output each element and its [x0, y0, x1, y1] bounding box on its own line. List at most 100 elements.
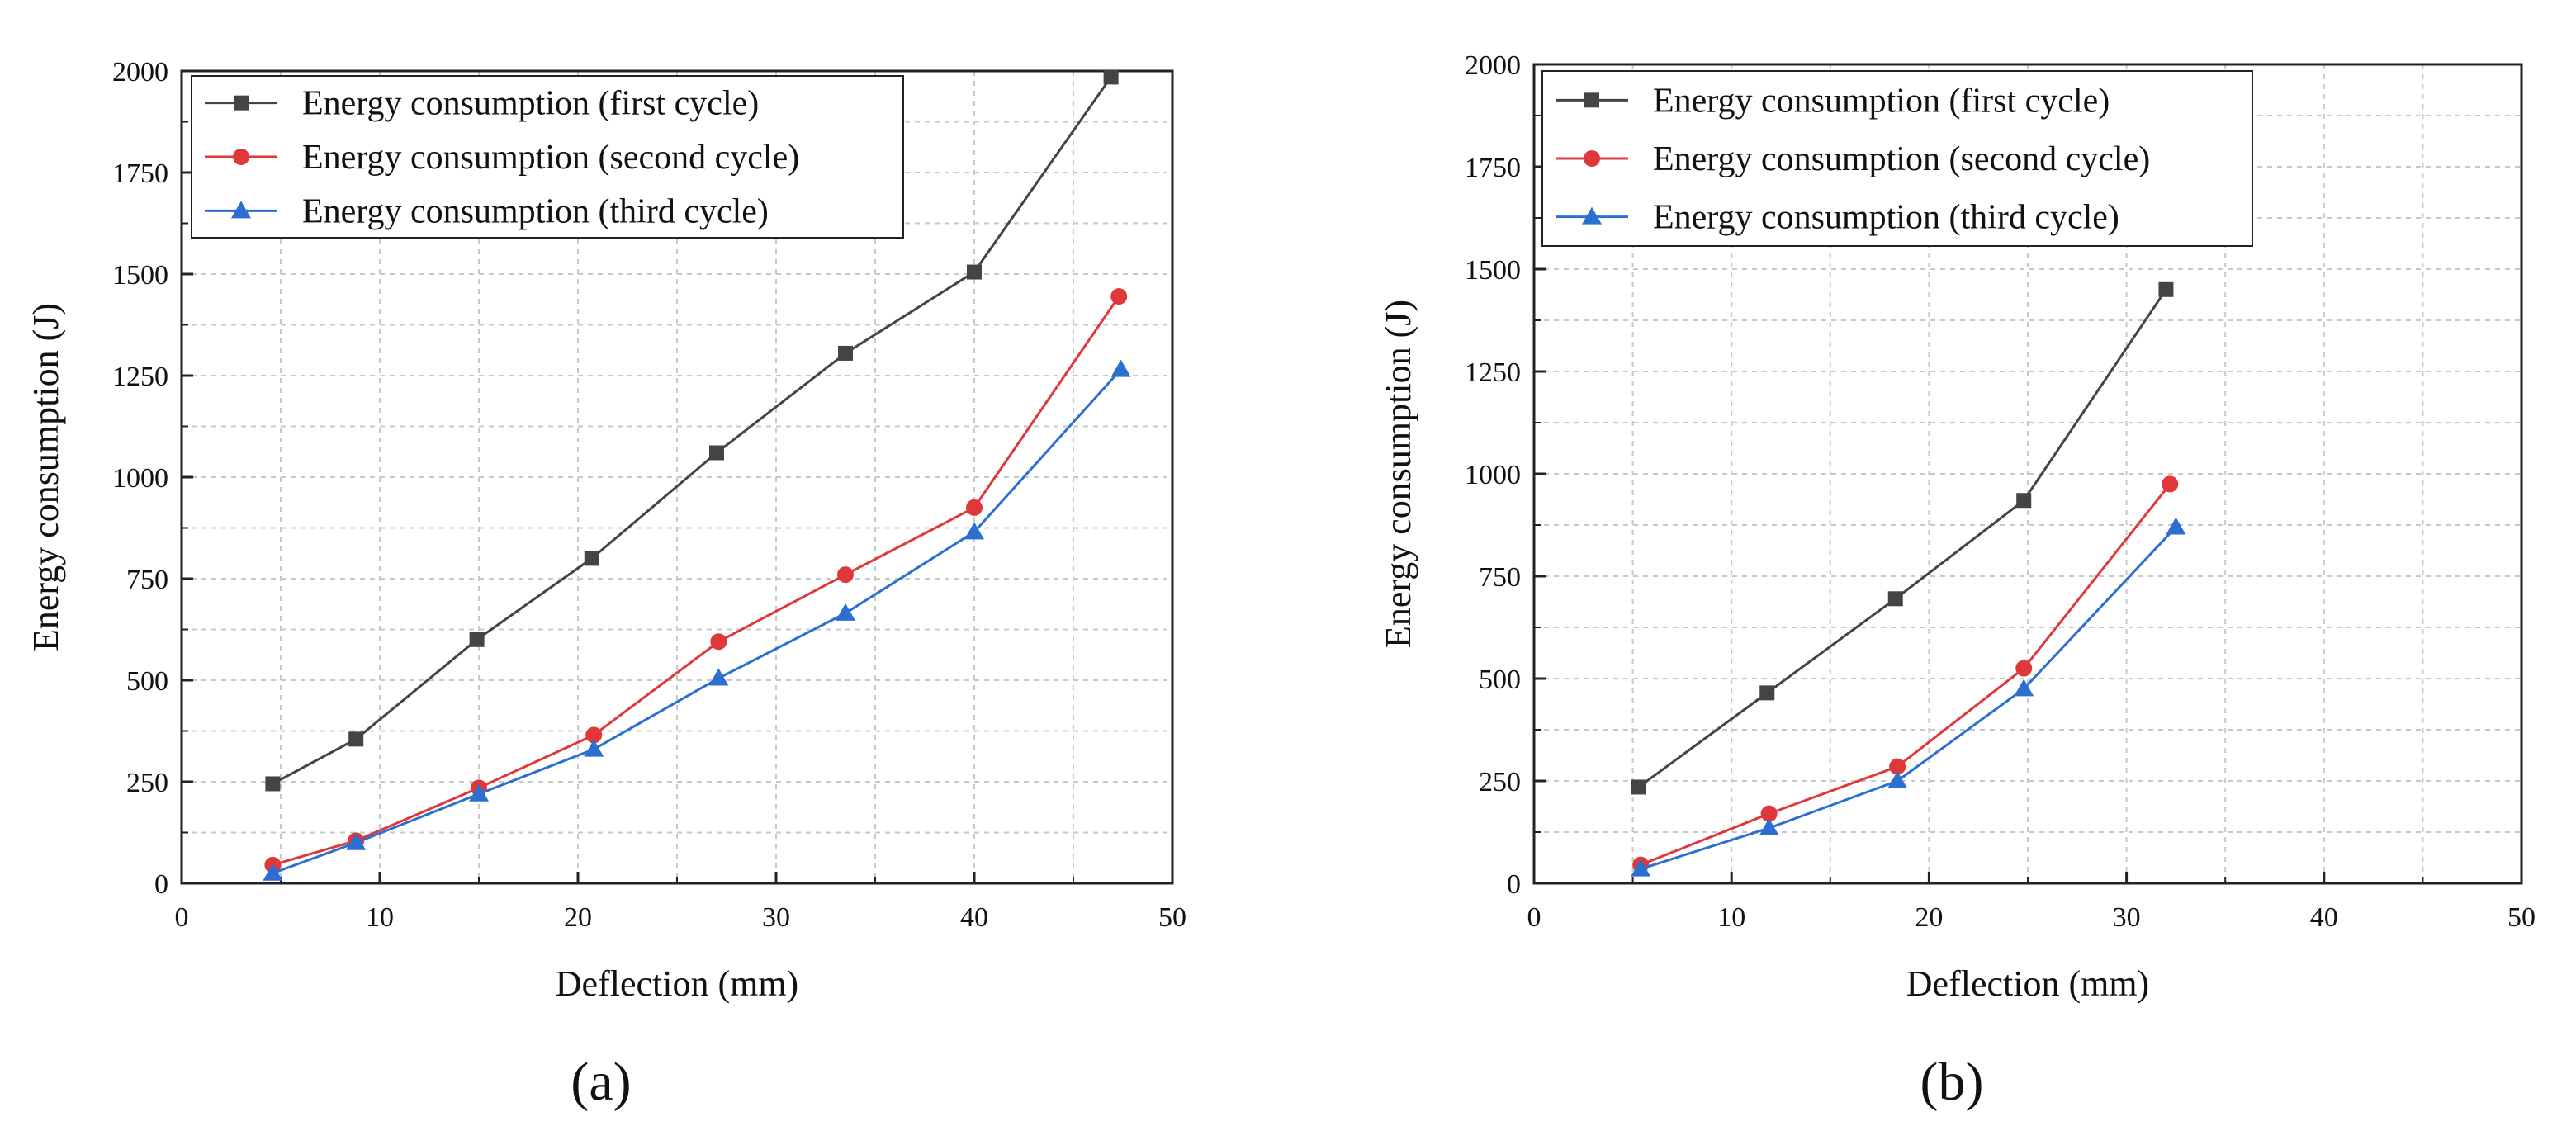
x-axis-title: Deflection (mm) — [1906, 963, 2149, 1004]
y-tick-label: 1500 — [112, 260, 168, 291]
data-point — [1887, 771, 1908, 788]
legend-box — [191, 75, 904, 239]
x-tick-label: 20 — [1915, 902, 1943, 933]
data-point — [1759, 685, 1775, 701]
x-tick-label: 50 — [1158, 902, 1186, 933]
y-tick-label: 1250 — [112, 362, 168, 392]
x-tick-label: 40 — [960, 902, 988, 933]
x-tick-label: 0 — [1527, 902, 1541, 933]
y-tick-label: 0 — [1507, 869, 1521, 900]
data-point — [966, 499, 983, 516]
data-point — [265, 776, 281, 792]
data-point — [837, 566, 854, 584]
y-axis-title: Energy consumption (J) — [26, 303, 66, 651]
legend-box — [1541, 70, 2253, 247]
x-axis-title: Deflection (mm) — [556, 963, 798, 1004]
data-point — [584, 739, 604, 757]
data-point — [2158, 282, 2174, 297]
x-tick-label: 10 — [366, 902, 394, 933]
series-first-cycle — [265, 69, 1119, 792]
legend-marker — [1584, 92, 1599, 108]
legend-label: Energy consumption (second cycle) — [1653, 140, 2150, 178]
series-third-cycle — [1631, 517, 2186, 877]
y-tick-label: 250 — [126, 768, 168, 798]
x-tick-label: 40 — [2310, 902, 2338, 933]
grid — [182, 71, 1172, 883]
data-point — [2016, 493, 2032, 509]
data-point — [964, 522, 984, 540]
y-tick-label: 750 — [1479, 562, 1521, 593]
y-tick-label: 1000 — [112, 463, 168, 494]
y-tick-label: 500 — [1479, 665, 1521, 695]
y-axis-title: Energy consumption (J) — [1378, 300, 1418, 648]
data-point — [585, 726, 603, 744]
series-line — [272, 76, 1112, 785]
data-point — [469, 783, 489, 802]
legend-marker — [233, 149, 249, 165]
data-point — [2015, 660, 2033, 677]
data-point — [710, 633, 727, 651]
legend-label: Energy consumption (first cycle) — [1653, 82, 2110, 120]
y-tick-label: 0 — [154, 869, 168, 900]
data-point — [1759, 818, 1779, 836]
x-tick-label: 20 — [564, 902, 592, 933]
data-point — [967, 264, 982, 280]
data-point — [348, 731, 364, 747]
legend: Energy consumption (first cycle) Energy c… — [191, 75, 904, 239]
legend-label: Energy consumption (third cycle) — [302, 192, 769, 230]
series-line — [272, 368, 1122, 875]
legend-label: Energy consumption (first cycle) — [302, 85, 759, 123]
y-tick-label: 1500 — [1465, 255, 1521, 286]
y-tick-label: 1750 — [1465, 153, 1521, 183]
legend-marker — [1582, 206, 1602, 225]
series-line — [272, 296, 1120, 867]
x-tick-label: 50 — [2507, 902, 2536, 933]
chart-panel-a: 0 10 20 30 40 5002505007501000125015001750200… — [26, 57, 1186, 1004]
panel-label: (b) — [1920, 1052, 1984, 1112]
data-point — [2014, 679, 2034, 697]
data-point — [1631, 859, 1651, 877]
y-tick-label: 2000 — [1465, 50, 1521, 81]
data-point — [1110, 359, 1131, 377]
legend-label: Energy consumption (second cycle) — [302, 139, 799, 177]
data-point — [263, 863, 283, 881]
data-point — [1110, 288, 1128, 305]
x-tick-label: 30 — [762, 902, 790, 933]
series-second-cycle — [1632, 475, 2179, 873]
data-point — [469, 632, 485, 647]
data-point — [1760, 805, 1778, 822]
data-point — [1887, 591, 1903, 607]
x-tick-label: 10 — [1717, 902, 1745, 933]
data-point — [708, 668, 729, 686]
data-point — [838, 345, 853, 361]
legend-marker — [234, 95, 249, 111]
series-first-cycle — [1631, 282, 2174, 795]
data-point — [1889, 758, 1906, 775]
series-line — [1640, 483, 2171, 867]
y-tick-label: 1750 — [112, 158, 168, 189]
data-point — [2166, 517, 2186, 535]
data-point — [2162, 475, 2179, 493]
data-point — [1631, 779, 1646, 795]
data-point — [584, 551, 599, 566]
data-point — [1103, 69, 1119, 85]
y-tick-label: 2000 — [112, 57, 168, 88]
legend-marker — [231, 201, 251, 219]
legend: Energy consumption (first cycle) Energy c… — [1541, 70, 2253, 247]
x-tick-label: 0 — [175, 902, 189, 933]
y-tick-label: 500 — [126, 666, 168, 697]
data-point — [709, 445, 724, 461]
y-tick-label: 750 — [126, 565, 168, 595]
y-tick-label: 250 — [1479, 767, 1521, 797]
panel-label: (a) — [571, 1052, 631, 1112]
data-point — [346, 832, 367, 850]
legend-label: Energy consumption (third cycle) — [1653, 199, 2119, 237]
chart-panel-b: 0 10 20 30 40 5002505007501000125015001750200… — [1378, 50, 2536, 1004]
x-tick-label: 30 — [2113, 902, 2141, 933]
data-point — [836, 603, 855, 621]
series-third-cycle — [263, 359, 1131, 881]
series-line — [1637, 288, 2167, 788]
legend-marker — [1584, 150, 1600, 167]
y-tick-label: 1250 — [1465, 357, 1521, 388]
